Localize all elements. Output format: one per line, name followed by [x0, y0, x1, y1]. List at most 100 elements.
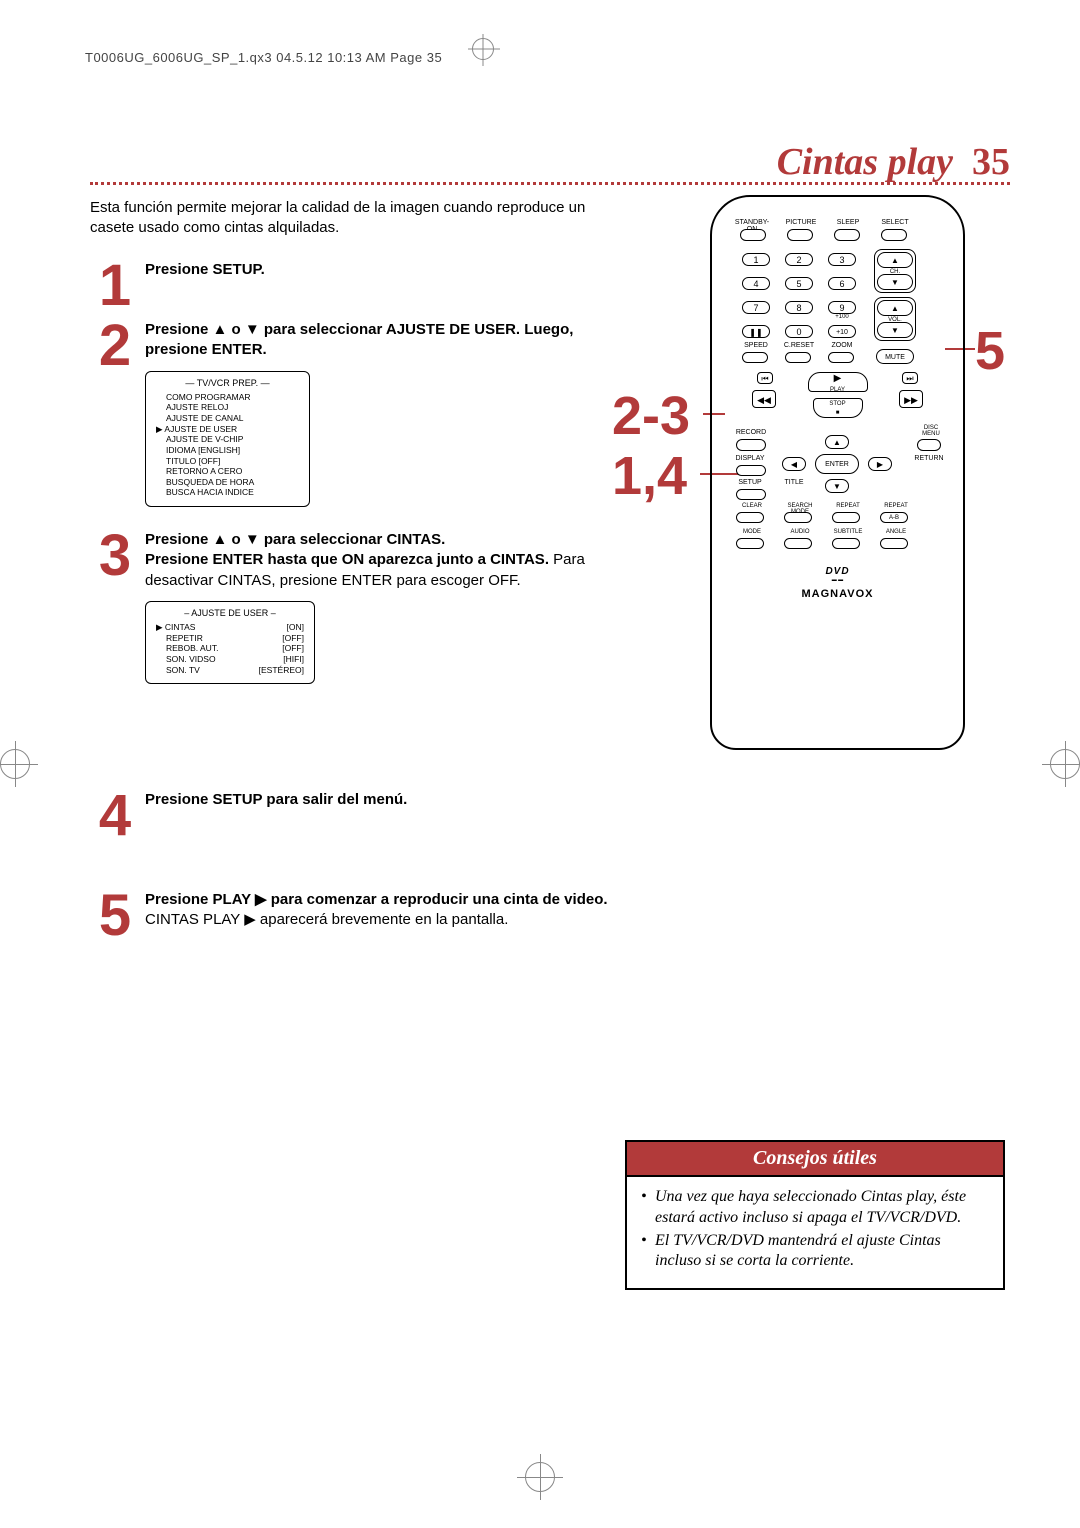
menu-line: RETORNO A CERO [156, 466, 299, 477]
mute-button[interactable]: MUTE [876, 349, 914, 364]
osd-menu-tvvcr: — TV/VCR PREP. — COMO PROGRAMARAJUSTE RE… [145, 371, 310, 508]
remote-label: MODE [733, 529, 771, 535]
menu-line: TITULO [OFF] [156, 456, 299, 467]
page-title: Cintas play 35 [777, 140, 1010, 184]
display-button[interactable] [736, 465, 766, 476]
step-5-text-a: Presione PLAY ▶ para comenzar a reproduc… [145, 891, 608, 908]
step-number: 3 [90, 522, 140, 589]
volume-rocker[interactable]: ▲ VOL. ▼ [874, 297, 916, 341]
picture-button[interactable] [787, 229, 813, 241]
menu-line: AJUSTE DE CANAL [156, 413, 299, 424]
enter-button[interactable]: ENTER [815, 454, 859, 474]
tip-item: Una vez que haya seleccionado Cintas pla… [641, 1187, 989, 1229]
transport-cluster: ◀◀ ▶▶ ⏮ ⏭ ▶PLAY STOP■ [752, 372, 923, 427]
divider [90, 182, 1010, 185]
creset-button[interactable] [785, 352, 811, 363]
remote-label: TITLE [778, 479, 810, 486]
menu-line: REBOB. AUT.[OFF] [156, 643, 304, 654]
registration-mark-icon [1048, 747, 1080, 781]
remote-button[interactable] [736, 538, 764, 549]
menu-line: IDIOMA [ENGLISH] [156, 445, 299, 456]
setup-button[interactable] [736, 489, 766, 500]
menu-title: – AJUSTE DE USER – [156, 608, 304, 619]
menu-line: SON. VIDSO[HIFI] [156, 654, 304, 665]
num-0[interactable]: 0 [785, 325, 813, 338]
osd-menu-user: – AJUSTE DE USER – ▶ CINTAS[ON]REPETIR[O… [145, 601, 315, 684]
num-8[interactable]: 8 [785, 301, 813, 314]
remote-button[interactable] [832, 538, 860, 549]
num-4[interactable]: 4 [742, 277, 770, 290]
record-button[interactable] [736, 439, 766, 451]
nav-right-button[interactable]: ▶ [868, 457, 892, 471]
nav-left-button[interactable]: ◀ [782, 457, 806, 471]
menu-line: REPETIR[OFF] [156, 633, 304, 644]
menu-line: BUSQUEDA DE HORA [156, 477, 299, 488]
num-9[interactable]: 9 [828, 301, 856, 314]
menu-line: AJUSTE DE V-CHIP [156, 434, 299, 445]
stop-button[interactable]: STOP■ [813, 398, 863, 418]
rew-button[interactable]: ◀◀ [752, 390, 776, 408]
remote-button[interactable] [784, 538, 812, 549]
vol-up-icon: ▲ [877, 300, 913, 316]
brand-logo: MAGNAVOX [802, 588, 874, 600]
remote-button[interactable]: A-B [880, 512, 908, 523]
step-3: 3 Presione ▲ o ▼ para seleccionar CINTAS… [90, 530, 610, 684]
intro-text: Esta función permite mejorar la calidad … [90, 198, 610, 239]
registration-mark-icon [523, 1460, 557, 1494]
page-number: 35 [972, 141, 1010, 183]
ff-button[interactable]: ▶▶ [899, 390, 923, 408]
remote-label: RETURN [911, 455, 947, 462]
remote-label: REPEAT [829, 503, 867, 509]
sleep-button[interactable] [834, 229, 860, 241]
step-number: 2 [90, 312, 140, 379]
skip-fwd-button[interactable]: ⏭ [902, 372, 918, 384]
num-7[interactable]: 7 [742, 301, 770, 314]
tips-header: Consejos útiles [627, 1142, 1003, 1177]
remote-label: REPEAT [877, 503, 915, 509]
tips-body: Una vez que haya seleccionado Cintas pla… [627, 1177, 1003, 1288]
remote-label: CLEAR [733, 503, 771, 509]
speed-button[interactable] [742, 352, 768, 363]
remote-label: SUBTITLE [829, 529, 867, 535]
disc-menu-button[interactable] [917, 439, 941, 451]
skip-back-button[interactable]: ⏮ [757, 372, 773, 384]
remote-label: ANGLE [877, 529, 915, 535]
remote-button[interactable] [880, 538, 908, 549]
step-number: 1 [90, 252, 140, 319]
play-button[interactable]: ▶PLAY [808, 372, 868, 392]
step-4-text: Presione SETUP para salir del menú. [145, 791, 407, 808]
step-number: 4 [90, 782, 140, 849]
remote-button[interactable] [832, 512, 860, 523]
pause-button[interactable]: ❚❚ [742, 325, 770, 338]
step-5: 5 Presione PLAY ▶ para comenzar a reprod… [90, 890, 610, 931]
step-1: 1 Presione SETUP. [90, 260, 610, 280]
nav-up-button[interactable]: ▲ [825, 435, 849, 449]
zoom-button[interactable] [828, 352, 854, 363]
num-3[interactable]: 3 [828, 253, 856, 266]
num-2[interactable]: 2 [785, 253, 813, 266]
remote-button[interactable] [736, 512, 764, 523]
step-3-text-a: Presione ▲ o ▼ para seleccionar CINTAS. [145, 531, 445, 548]
ch-down-icon: ▼ [877, 274, 913, 290]
remote-label: RECORD [732, 429, 770, 436]
num-1[interactable]: 1 [742, 253, 770, 266]
standby-button[interactable] [740, 229, 766, 241]
play-label: PLAY [830, 387, 845, 393]
remote-button[interactable] [784, 512, 812, 523]
channel-rocker[interactable]: ▲ CH. ▼ [874, 249, 916, 293]
tips-box: Consejos útiles Una vez que haya selecci… [625, 1140, 1005, 1290]
num-5[interactable]: 5 [785, 277, 813, 290]
remote-label: PICTURE [785, 219, 817, 226]
plus10-button[interactable]: +10 [828, 325, 856, 338]
step-5-tail: CINTAS PLAY ▶ aparecerá brevemente en la… [145, 911, 508, 928]
nav-down-button[interactable]: ▼ [825, 479, 849, 493]
remote-label: AUDIO [781, 529, 819, 535]
select-button[interactable] [881, 229, 907, 241]
ch-up-icon: ▲ [877, 252, 913, 268]
remote-label: SLEEP [832, 219, 864, 226]
step-4: 4 Presione SETUP para salir del menú. [90, 790, 610, 810]
num-6[interactable]: 6 [828, 277, 856, 290]
menu-line: SON. TV[ESTÉREO] [156, 665, 304, 676]
menu-line: COMO PROGRAMAR [156, 392, 299, 403]
callout-1-4: 1,4 [612, 445, 687, 507]
